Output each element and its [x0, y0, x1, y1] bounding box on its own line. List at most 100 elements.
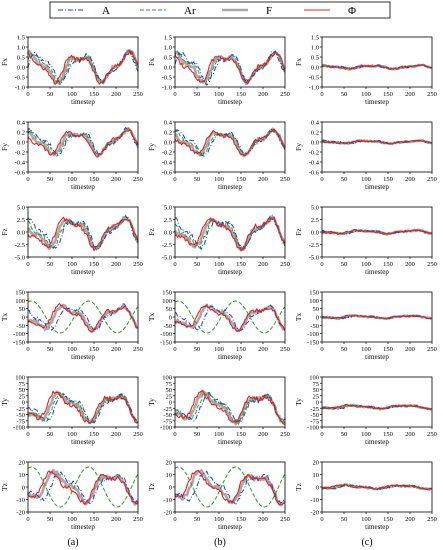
panel-fx-col2: -1.0 -0.5 0.0 0.5 1.0 1.5 0 50 100 150 200 250 times… — [147, 35, 290, 107]
x-tick-label: 0 — [320, 176, 323, 183]
x-tick-label: 200 — [405, 91, 415, 98]
x-tick-label: 50 — [194, 431, 201, 438]
y-tick-label: -0.5 — [309, 75, 319, 82]
x-tick-label: 50 — [47, 261, 54, 268]
y-tick-label: -2.5 — [15, 242, 25, 249]
x-tick-label: 100 — [67, 516, 77, 523]
x-tick-label: 0 — [173, 346, 176, 353]
series-line-A — [174, 470, 286, 506]
y-tick-label: -75 — [163, 418, 172, 425]
x-tick-label: 200 — [111, 431, 121, 438]
y-tick-label: 0.2 — [164, 130, 172, 137]
series-line-Φ — [27, 390, 138, 425]
x-tick-label: 200 — [111, 176, 121, 183]
x-tick-label: 200 — [405, 346, 415, 353]
y-tick-label: -75 — [16, 418, 25, 425]
y-tick-label: -100 — [160, 425, 172, 432]
x-axis-label: timestep — [71, 523, 95, 531]
panel-fx-col1: -1.0 -0.5 0.0 0.5 1.0 1.5 0 50 100 150 200 250 times… — [0, 35, 143, 107]
x-tick-label: 250 — [427, 431, 437, 438]
y-tick-label: -25 — [310, 406, 319, 413]
y-tick-label: 0 — [169, 400, 172, 407]
y-tick-label: 0.0 — [17, 140, 25, 147]
series-line-Φ — [321, 229, 432, 235]
x-tick-label: 50 — [194, 91, 201, 98]
y-tick-label: 0.0 — [311, 65, 319, 72]
y-tick-label: -50 — [163, 412, 172, 419]
series-line-A — [322, 314, 432, 320]
x-tick-label: 150 — [236, 176, 246, 183]
x-tick-label: 250 — [133, 176, 143, 183]
y-tick-label: -0.2 — [162, 150, 172, 157]
y-axis-label: Fx — [294, 58, 303, 66]
y-tick-label: -1.0 — [309, 85, 319, 92]
y-tick-label: -75 — [310, 418, 319, 425]
x-tick-label: 50 — [341, 346, 348, 353]
y-tick-label: 1.0 — [164, 45, 172, 52]
x-axis-label: timestep — [218, 98, 242, 106]
y-tick-label: 20 — [19, 460, 26, 467]
plot-frame — [174, 36, 286, 88]
legend-label-3: Φ — [348, 5, 356, 17]
series-line-Ar — [174, 466, 286, 508]
y-tick-label: 0 — [169, 315, 172, 322]
x-tick-label: 250 — [427, 176, 437, 183]
y-axis-label: Tx — [0, 313, 9, 322]
x-axis-label: timestep — [71, 438, 95, 446]
y-tick-label: 5.0 — [164, 205, 172, 212]
x-tick-label: 100 — [214, 261, 224, 268]
x-tick-label: 0 — [26, 431, 29, 438]
y-axis-label: Fz — [0, 228, 9, 236]
x-tick-label: 100 — [214, 176, 224, 183]
series-line-Φ — [174, 216, 286, 252]
x-tick-label: 150 — [89, 516, 99, 523]
x-tick-label: 250 — [280, 261, 290, 268]
x-tick-label: 0 — [26, 516, 29, 523]
y-tick-label: -0.4 — [162, 160, 173, 167]
x-tick-label: 100 — [361, 516, 371, 523]
series-line-Ar — [174, 300, 286, 334]
plot-frame — [321, 376, 433, 428]
series-line-Ar — [27, 300, 139, 334]
y-tick-label: 0.5 — [164, 55, 172, 62]
y-tick-label: 100 — [15, 298, 25, 305]
y-tick-label: 2.5 — [164, 217, 172, 224]
y-tick-label: -20 — [163, 510, 172, 517]
y-tick-label: -0.4 — [15, 160, 26, 167]
y-tick-label: 50 — [166, 387, 173, 394]
x-axis-label: timestep — [218, 183, 242, 191]
y-tick-label: -0.5 — [162, 75, 172, 82]
y-tick-label: 0.0 — [311, 230, 319, 237]
panel-fz-col1: -5.0 -2.5 0.0 2.5 5.0 0 50 100 150 200 250 timestep… — [0, 205, 143, 277]
x-tick-label: 150 — [383, 176, 393, 183]
legend-label-0: A — [102, 5, 110, 17]
series-line-F — [173, 389, 286, 426]
y-tick-label: 25 — [166, 393, 173, 400]
y-tick-label: 1.0 — [17, 45, 25, 52]
x-tick-label: 50 — [341, 176, 348, 183]
x-axis-label: timestep — [218, 523, 242, 531]
x-tick-label: 150 — [383, 431, 393, 438]
y-tick-label: -1.0 — [162, 85, 172, 92]
x-tick-label: 250 — [280, 91, 290, 98]
y-tick-label: 0.0 — [311, 140, 319, 147]
x-tick-label: 0 — [173, 176, 176, 183]
x-tick-label: 100 — [361, 176, 371, 183]
y-tick-label: 150 — [162, 290, 172, 297]
y-tick-label: 5.0 — [311, 205, 319, 212]
x-tick-label: 100 — [67, 346, 77, 353]
column-caption-1: (a) — [67, 537, 78, 548]
x-tick-label: 200 — [258, 346, 268, 353]
y-tick-label: 0.0 — [164, 65, 172, 72]
x-axis-label: timestep — [365, 268, 389, 276]
series-line-A — [174, 392, 286, 424]
series-line-F — [173, 216, 286, 252]
y-tick-label: 20 — [166, 460, 173, 467]
y-axis-label: Fy — [147, 143, 156, 151]
